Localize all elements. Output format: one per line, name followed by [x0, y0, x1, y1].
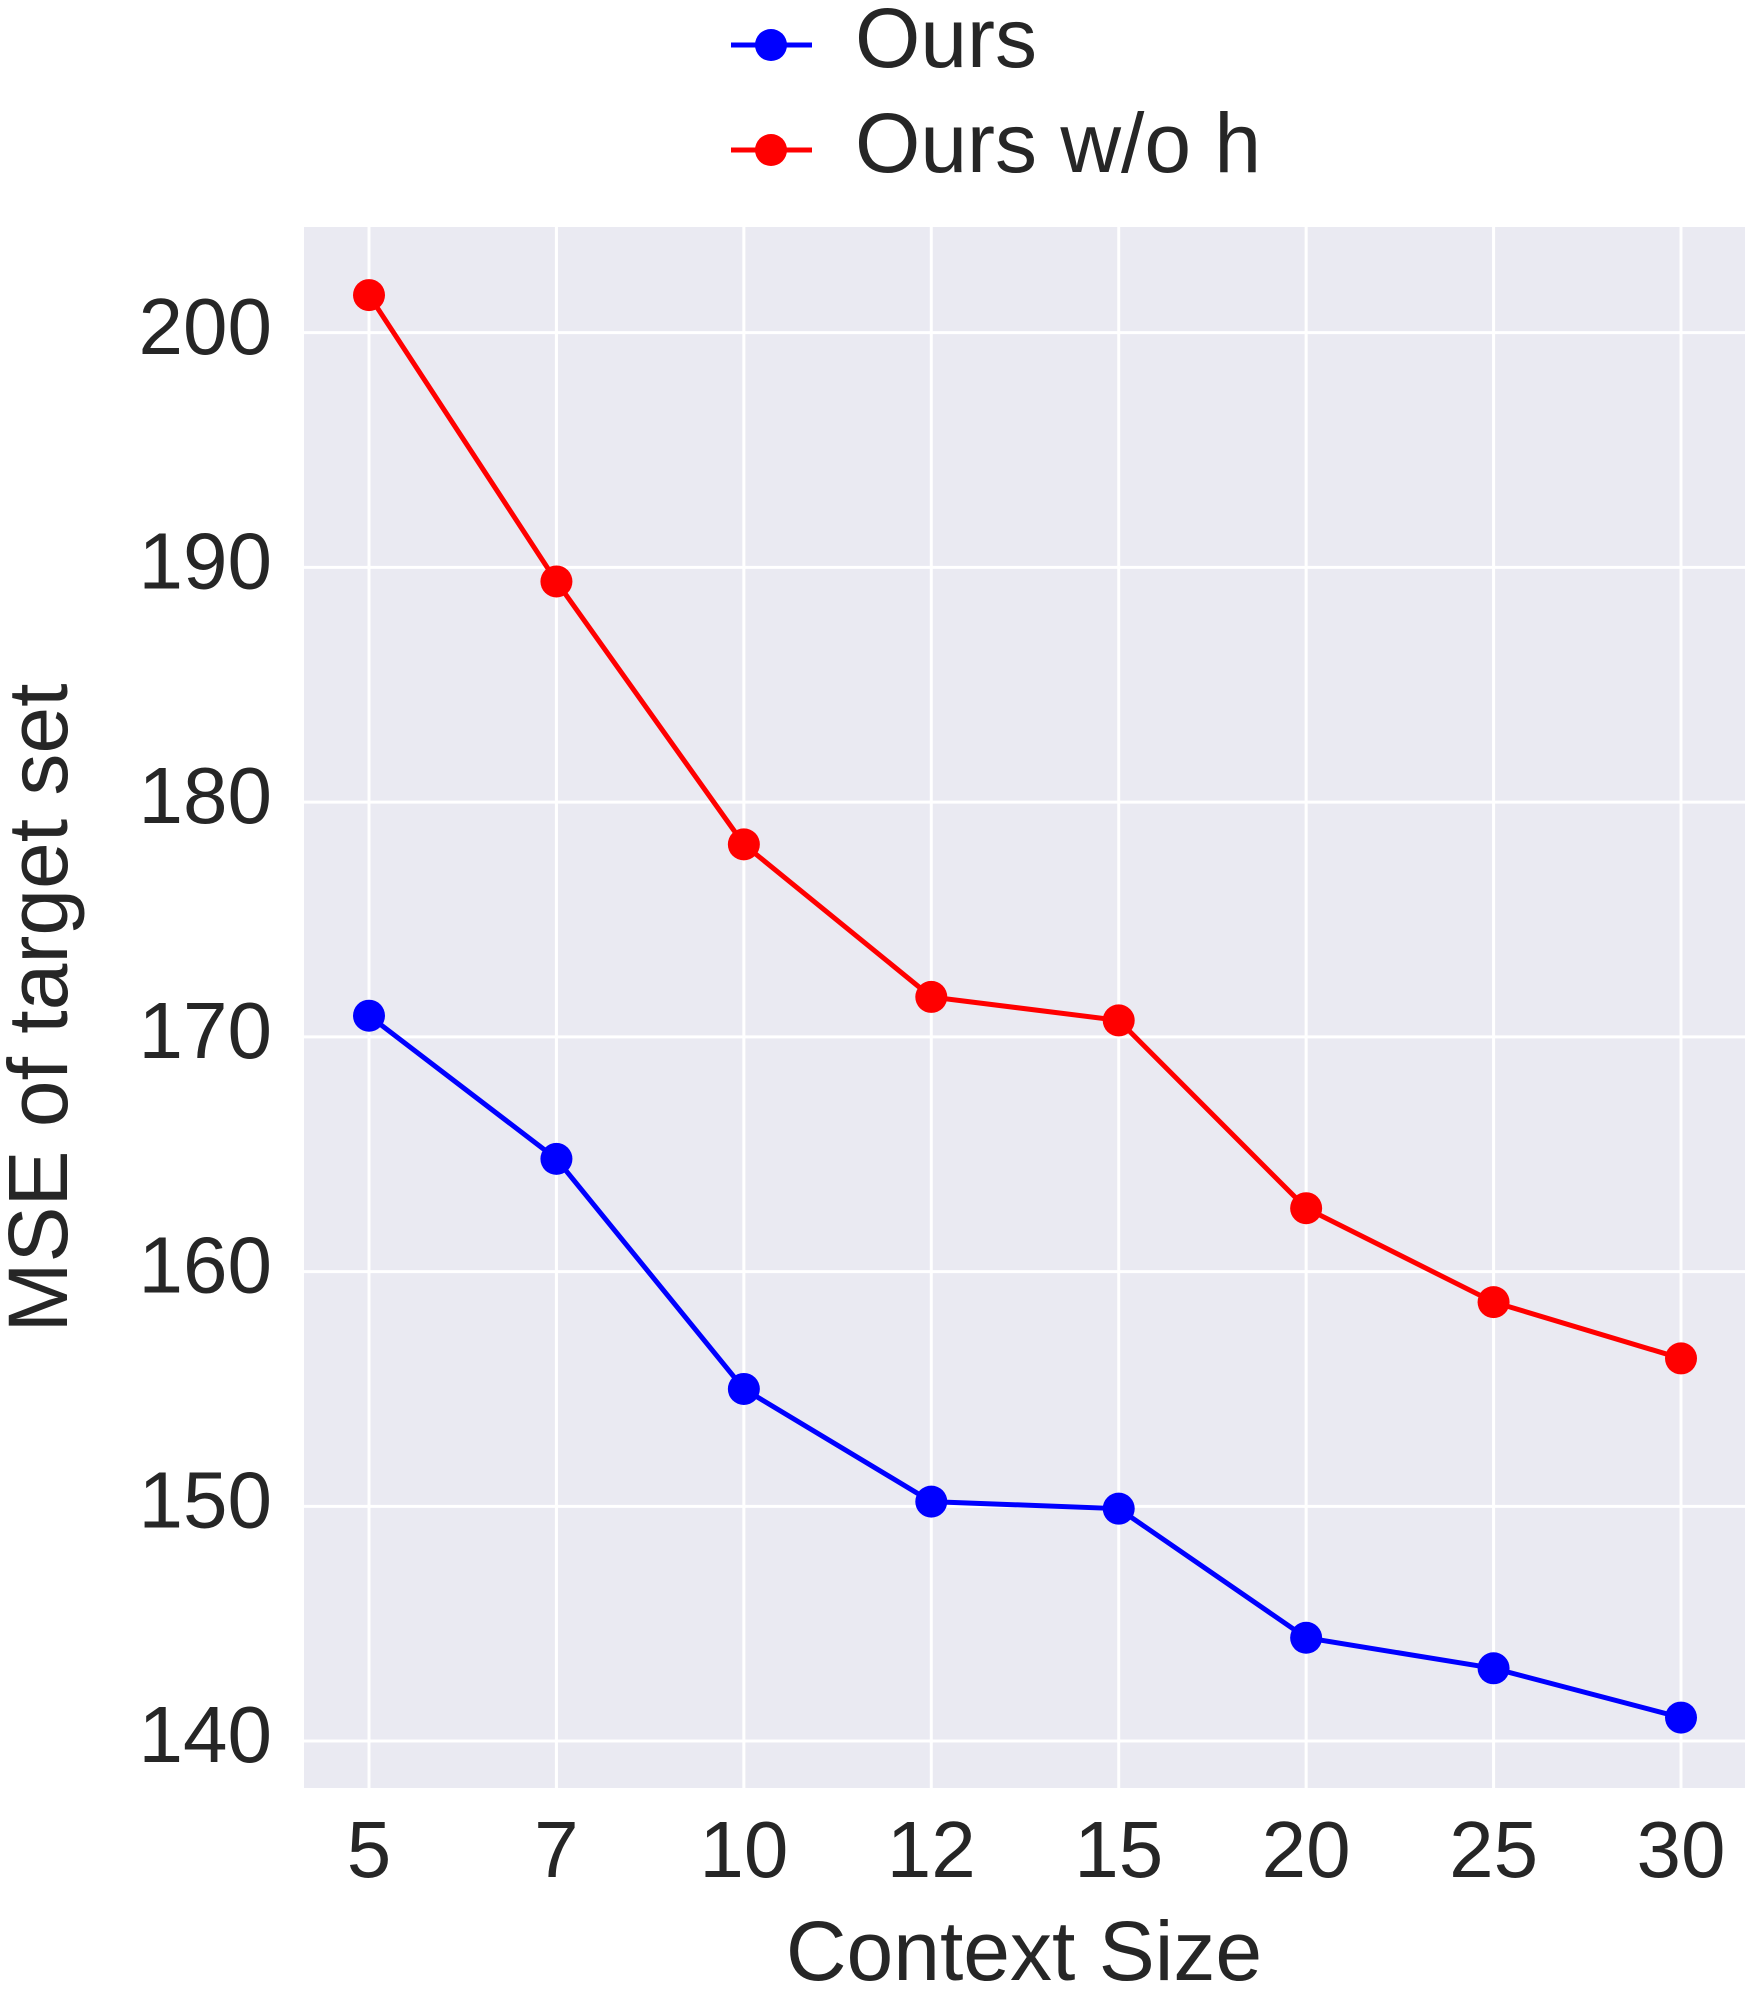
data-point	[1665, 1342, 1697, 1375]
legend-marker	[755, 134, 787, 166]
data-point	[540, 565, 573, 598]
data-point	[727, 828, 760, 861]
y-tick-label: 140	[139, 1690, 272, 1779]
y-tick-label: 190	[139, 516, 272, 605]
x-tick-label: 15	[1074, 1805, 1163, 1894]
data-point	[1102, 1004, 1135, 1037]
y-tick-label: 200	[139, 282, 272, 371]
x-tick-label: 5	[347, 1805, 392, 1894]
y-tick-label: 160	[139, 1221, 272, 1310]
series-line	[367, 1013, 1682, 1720]
x-tick-label: 10	[699, 1805, 788, 1894]
data-point	[1477, 1652, 1510, 1685]
x-tick-label: 12	[887, 1805, 976, 1894]
legend-marker	[755, 29, 787, 61]
series-line	[366, 293, 1682, 1361]
y-tick-label: 150	[139, 1455, 272, 1544]
data-point	[1290, 1192, 1323, 1225]
data-point	[915, 1485, 948, 1518]
data-point	[353, 279, 385, 312]
data-point	[915, 980, 948, 1013]
data-point	[353, 999, 385, 1032]
y-axis-label: MSE of target set	[0, 684, 85, 1333]
x-tick-label: 25	[1449, 1805, 1538, 1894]
y-tick-label: 180	[139, 751, 272, 840]
legend-label: Ours w/o h	[855, 96, 1261, 190]
data-point	[1102, 1492, 1135, 1525]
y-tick-label: 170	[139, 986, 272, 1075]
data-point	[1665, 1701, 1697, 1734]
data-point	[1290, 1621, 1323, 1654]
x-tick-label: 7	[534, 1805, 579, 1894]
data-point	[727, 1372, 760, 1405]
x-tick-label: 30	[1637, 1805, 1726, 1894]
x-axis-label: Context Size	[786, 1904, 1262, 1998]
x-tick-label: 20	[1262, 1805, 1351, 1894]
data-point	[1477, 1286, 1510, 1319]
legend-label: Ours	[855, 0, 1037, 85]
data-point	[540, 1142, 573, 1175]
